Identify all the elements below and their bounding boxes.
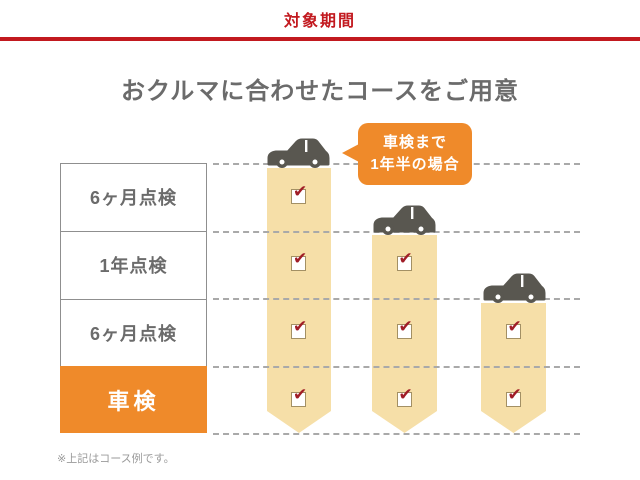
checked-checkbox-icon: ✔ — [506, 392, 521, 407]
car-icon — [371, 203, 437, 235]
gridline — [213, 298, 580, 300]
bubble-tail-icon — [342, 144, 359, 162]
checked-checkbox-icon: ✔ — [397, 256, 412, 271]
checked-checkbox-icon: ✔ — [397, 324, 412, 339]
checked-checkbox-icon: ✔ — [397, 392, 412, 407]
row-label-shaken: 車検 — [60, 366, 207, 433]
callout-bubble: 車検まで 1年半の場合 — [342, 123, 472, 185]
callout-line-2: 1年半の場合 — [370, 156, 460, 173]
car-icon — [265, 136, 331, 168]
row-label-table: 6ヶ月点検 1年点検 6ヶ月点検 車検 — [60, 163, 207, 433]
callout-line-1: 車検まで — [382, 133, 447, 151]
checked-checkbox-icon: ✔ — [291, 189, 306, 204]
header-divider — [0, 37, 640, 41]
gridline — [213, 366, 580, 368]
checked-checkbox-icon: ✔ — [291, 324, 306, 339]
row-label-6month-2: 6ヶ月点検 — [60, 298, 207, 368]
course-band-2: ✔ ✔ ✔ — [372, 235, 437, 433]
course-band-1: ✔ ✔ ✔ ✔ — [267, 168, 331, 433]
header-label: 対象期間 — [283, 13, 356, 30]
course-band-3: ✔ ✔ — [481, 303, 546, 433]
checked-checkbox-icon: ✔ — [506, 324, 521, 339]
row-label-1year: 1年点検 — [60, 230, 207, 300]
checked-checkbox-icon: ✔ — [291, 256, 306, 271]
row-label-6month-1: 6ヶ月点検 — [60, 163, 207, 232]
gridline — [213, 433, 580, 435]
footnote: ※上記はコース例です。 — [57, 453, 175, 465]
checked-checkbox-icon: ✔ — [291, 392, 306, 407]
page-title: おクルマに合わせたコースをご用意 — [120, 78, 520, 105]
car-icon — [481, 271, 547, 303]
